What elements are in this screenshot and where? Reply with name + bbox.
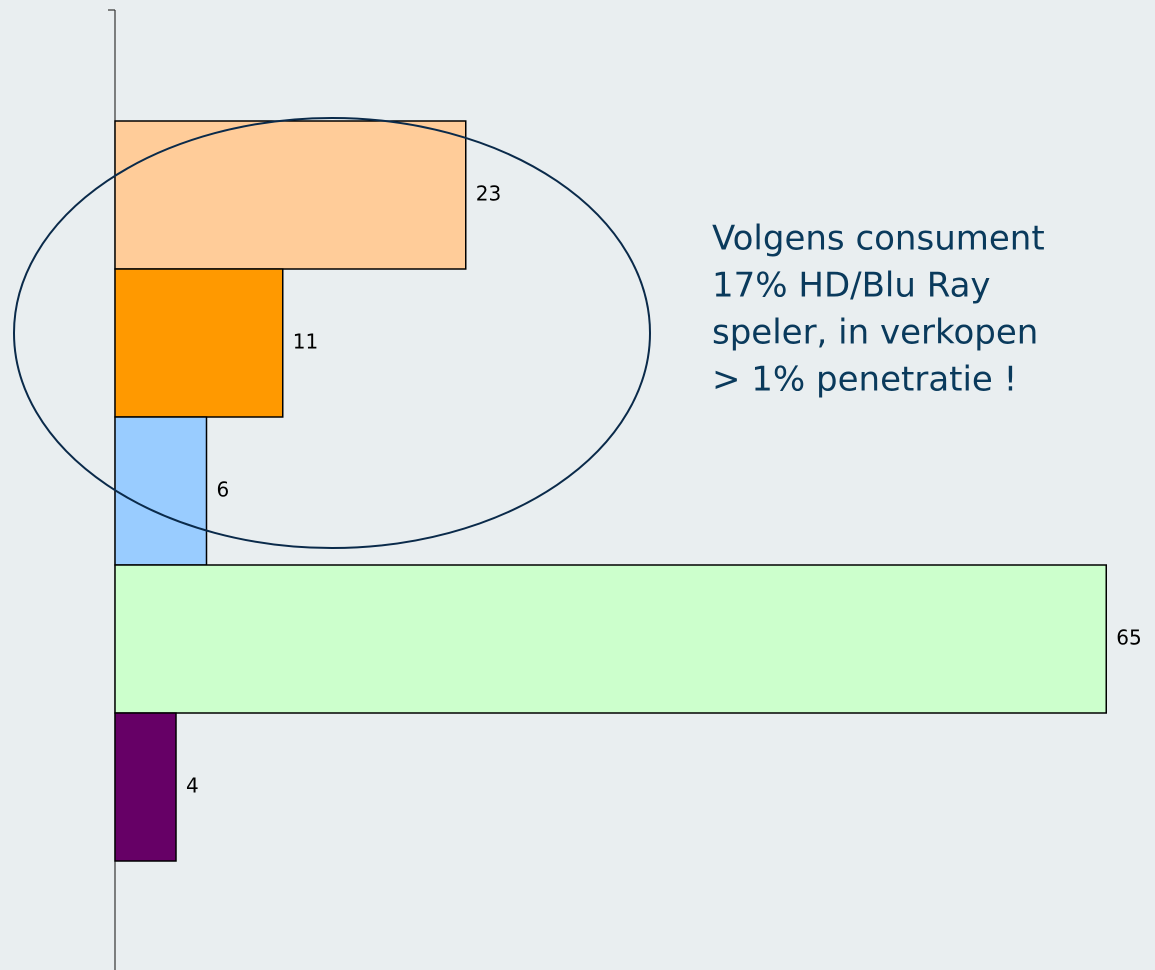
annotation-line: 17% HD/Blu Ray [712,266,991,306]
bar [114,564,1107,714]
data-label: 6 [217,478,230,502]
data-label: 65 [1116,626,1141,650]
annotation: Volgens consument 17% HD/Blu Ray speler, i… [712,219,1045,400]
bar [114,120,467,270]
annotation-line: > 1% penetratie ! [712,360,1017,400]
bar [114,416,208,566]
annotation-line: speler, in verkopen [712,313,1038,353]
bars: 23 11 6 65 4 [114,120,1142,862]
data-label: 4 [186,774,199,798]
annotation-line: Volgens consument [712,219,1045,259]
data-label: 23 [476,182,501,206]
data-label: 11 [293,330,318,354]
bar [114,712,177,862]
highlight-ellipse [13,117,651,549]
bar [114,268,284,418]
